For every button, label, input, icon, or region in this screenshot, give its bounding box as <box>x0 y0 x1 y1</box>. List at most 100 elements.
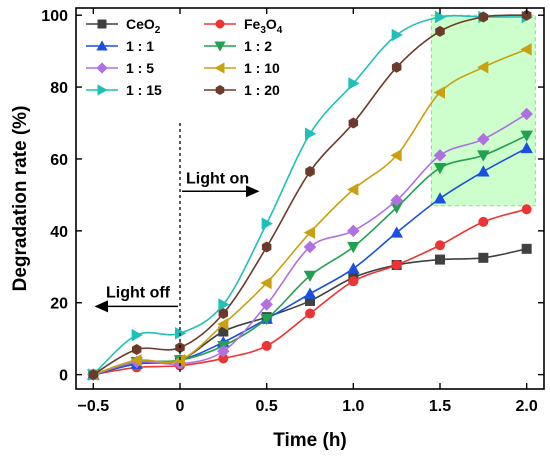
data-point-7-8 <box>435 25 445 37</box>
legend-label-base: Fe <box>244 16 261 32</box>
legend-label-6: 1 : 15 <box>126 82 162 98</box>
legend-label-5: 1 : 10 <box>244 60 280 76</box>
plot-frame <box>75 7 545 390</box>
series-5 <box>87 43 532 381</box>
light-on-label: Light on <box>186 170 249 187</box>
data-point-5-5 <box>303 226 315 239</box>
data-point-6-1 <box>131 328 143 342</box>
data-point-5-2 <box>173 353 185 367</box>
data-point-1-6 <box>348 276 359 287</box>
x-axis-title: Time (h) <box>273 430 347 451</box>
data-point-3-8 <box>433 162 447 175</box>
data-point-4-5 <box>303 240 317 254</box>
legend-item-6: 1 : 15 <box>86 82 162 98</box>
y-axis-title: Degradation rate (%) <box>10 106 31 292</box>
data-point-0-9 <box>478 252 489 263</box>
legend-marker-1 <box>215 19 225 29</box>
data-point-0-10 <box>521 243 532 254</box>
series-6 <box>88 10 533 381</box>
data-point-2-5 <box>303 287 317 299</box>
data-point-7-5 <box>305 166 315 178</box>
legend-item-1: Fe3O4 <box>204 16 283 36</box>
data-point-3-9 <box>477 150 490 162</box>
highlight-region <box>430 14 536 207</box>
data-point-2-8 <box>433 192 447 204</box>
legend-marker-6 <box>97 84 108 96</box>
data-point-4-8 <box>433 149 447 162</box>
data-point-5-1 <box>130 353 142 367</box>
legend-item-4: 1 : 5 <box>86 60 154 76</box>
data-point-1-5 <box>305 308 315 319</box>
data-point-7-0 <box>88 369 99 381</box>
data-point-4-10 <box>520 107 533 121</box>
data-point-7-7 <box>391 61 402 73</box>
data-point-1-4 <box>261 340 272 351</box>
legend-marker-2 <box>96 40 108 51</box>
data-point-7-6 <box>348 117 359 129</box>
data-point-5-10 <box>520 43 532 56</box>
data-point-0-3 <box>218 326 229 337</box>
data-point-4-3 <box>217 345 230 358</box>
data-point-7-3 <box>218 308 229 320</box>
data-point-0-8 <box>435 254 445 265</box>
annotation-layer: Light on Light off <box>94 123 260 375</box>
data-point-3-7 <box>390 202 403 214</box>
legend-label-0: CeO2 <box>126 16 161 36</box>
data-point-1-3 <box>218 353 229 364</box>
legend-item-0: CeO2 <box>86 16 161 36</box>
legend-item-7: 1 : 20 <box>204 82 280 98</box>
axis-layer: −0.5 0 0.5 1.0 1.5 2.0 0 20 40 60 80 100 Time (h) Deg… <box>10 7 545 451</box>
data-point-2-6 <box>347 262 360 274</box>
y-tick-label: 40 <box>50 224 68 241</box>
data-point-7-4 <box>261 241 272 253</box>
x-tick-label: 0 <box>176 398 185 415</box>
legend-marker-5 <box>214 62 225 74</box>
legend-marker-0 <box>97 19 107 29</box>
data-point-2-9 <box>477 165 490 177</box>
data-point-4-9 <box>477 132 490 146</box>
series-1 <box>88 204 532 380</box>
legend-label-sub2: 4 <box>277 25 283 36</box>
x-tick-label: −0.5 <box>78 398 110 415</box>
legend-label-2: 1 : 1 <box>126 38 154 54</box>
legend-item-5: 1 : 10 <box>204 60 280 76</box>
legend-marker-4 <box>96 62 108 74</box>
legend-label-1: Fe3O4 <box>244 16 283 36</box>
legend: CeO2 Fe3O4 1 : 1 1 : 2 1 : 5 1 : 10 1 : 15 1 : … <box>86 16 283 98</box>
legend-label-sub: 2 <box>155 25 161 36</box>
x-tick-label: 2.0 <box>516 398 538 415</box>
x-tick-label: 1.5 <box>429 398 451 415</box>
y-tick-label: 100 <box>41 8 68 25</box>
data-point-2-10 <box>520 141 533 154</box>
data-point-6-5 <box>305 127 317 141</box>
data-point-5-8 <box>433 86 445 99</box>
data-point-5-9 <box>477 61 489 74</box>
data-point-6-3 <box>218 298 230 311</box>
legend-label-base: CeO <box>126 16 155 32</box>
x-tick-label: 1.0 <box>342 398 364 415</box>
y-tick-label: 80 <box>50 80 68 97</box>
data-point-7-1 <box>131 343 142 355</box>
data-point-3-10 <box>520 130 533 142</box>
legend-item-2: 1 : 1 <box>86 38 154 54</box>
data-point-6-8 <box>435 10 447 24</box>
legend-label-7: 1 : 20 <box>244 82 280 98</box>
data-point-6-7 <box>391 28 403 42</box>
data-point-3-6 <box>347 242 360 254</box>
data-point-3-5 <box>303 270 317 283</box>
light-off-label: Light off <box>106 284 171 301</box>
data-point-5-7 <box>390 149 402 162</box>
legend-marker-3 <box>214 41 226 52</box>
data-point-5-6 <box>347 183 359 196</box>
data-point-1-9 <box>478 216 489 227</box>
background-layer <box>430 14 536 207</box>
legend-label-3: 1 : 2 <box>244 38 272 54</box>
data-point-5-3 <box>217 318 229 331</box>
y-tick-label: 60 <box>50 152 68 169</box>
series-layer <box>87 9 533 381</box>
series-7 <box>88 9 532 381</box>
legend-item-3: 1 : 2 <box>204 38 272 54</box>
data-point-2-7 <box>390 226 403 238</box>
